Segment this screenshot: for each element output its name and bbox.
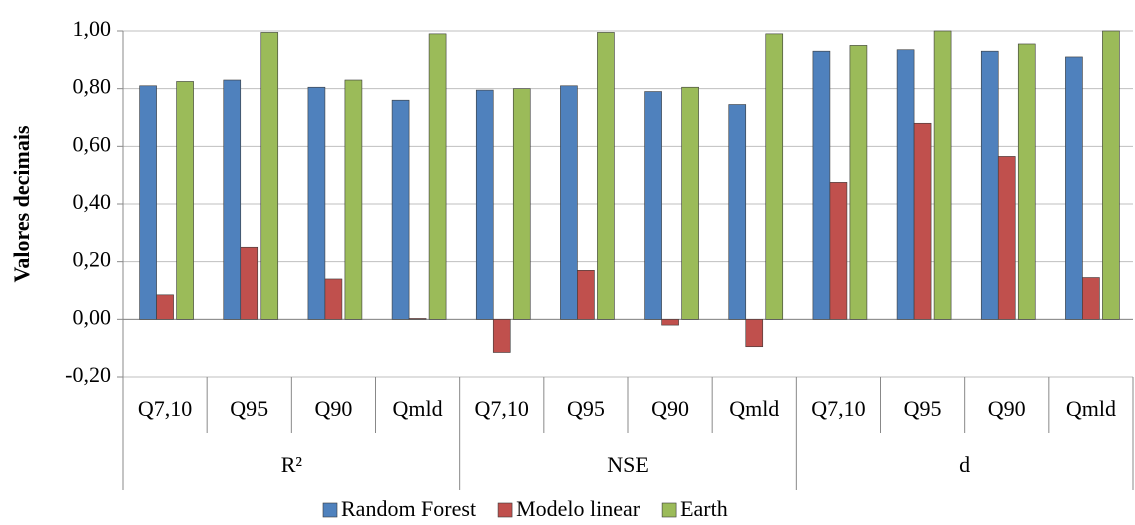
x-tick-label: Qmld [393,396,443,421]
bar [1065,56,1083,320]
x-tick-label: Qmld [1066,396,1116,421]
x-tick-label: Q90 [988,396,1026,421]
bar [156,294,174,320]
y-tick-label: 0,40 [73,189,112,214]
bar [475,89,494,320]
category-group-label: R² [281,452,303,477]
x-tick-label: Qmld [729,396,779,421]
bar [512,88,531,320]
y-tick-label: 0,60 [73,131,112,156]
category-group-label: NSE [607,452,649,477]
bar [933,30,952,320]
x-tick-label: Q90 [314,396,352,421]
bar [408,318,427,320]
bar [223,79,242,320]
category-group-label: d [959,452,970,477]
legend-swatch [661,502,677,518]
bar [1082,277,1100,320]
x-tick-label: Q95 [567,396,605,421]
bar [997,156,1016,320]
y-tick-label: 0,80 [73,74,112,99]
bar [728,104,747,320]
y-tick-label: -0,20 [65,362,111,387]
bar [344,79,363,320]
bar [1102,30,1120,320]
y-tick-label: 0,20 [73,247,112,272]
bar [391,99,410,320]
bar [849,45,868,320]
bar [681,86,699,320]
bar [661,319,679,326]
y-tick-label: 1,00 [73,16,112,41]
bar [644,91,662,320]
bar [812,50,831,320]
x-tick-label: Q7,10 [138,396,192,421]
bar [428,33,447,320]
bar [560,85,578,320]
y-axis-label: Valores decimais [9,125,34,282]
x-tick-label: Q7,10 [811,396,865,421]
bar [139,85,157,320]
x-tick-label: Q95 [904,396,942,421]
bar [260,32,279,320]
bar [597,32,615,320]
y-tick-label: 0,00 [73,304,112,329]
bar [492,319,511,353]
x-tick-label: Q90 [651,396,689,421]
x-tick-label: Q95 [230,396,268,421]
bar [980,50,999,320]
bar [324,278,343,320]
bar [913,122,932,320]
bar [307,86,326,320]
bar [240,246,259,320]
bar [829,182,848,320]
bar [577,270,595,320]
legend-label: Modelo linear [516,496,641,521]
legend-label: Earth [680,496,728,521]
bar [765,33,784,320]
legend-swatch [322,502,338,518]
bar [745,319,764,348]
bar [176,81,194,320]
legend-label: Random Forest [341,496,476,521]
bar [896,49,915,320]
x-tick-label: Q7,10 [475,396,529,421]
legend-swatch [497,502,513,518]
bar [1017,43,1036,320]
